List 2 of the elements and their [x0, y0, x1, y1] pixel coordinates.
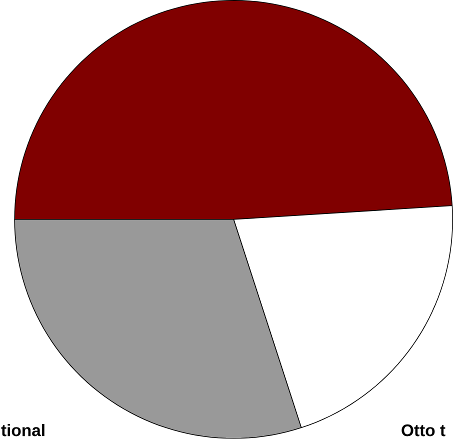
- slice-label: tional: [1, 424, 44, 436]
- slice-label: Otto t: [402, 424, 446, 436]
